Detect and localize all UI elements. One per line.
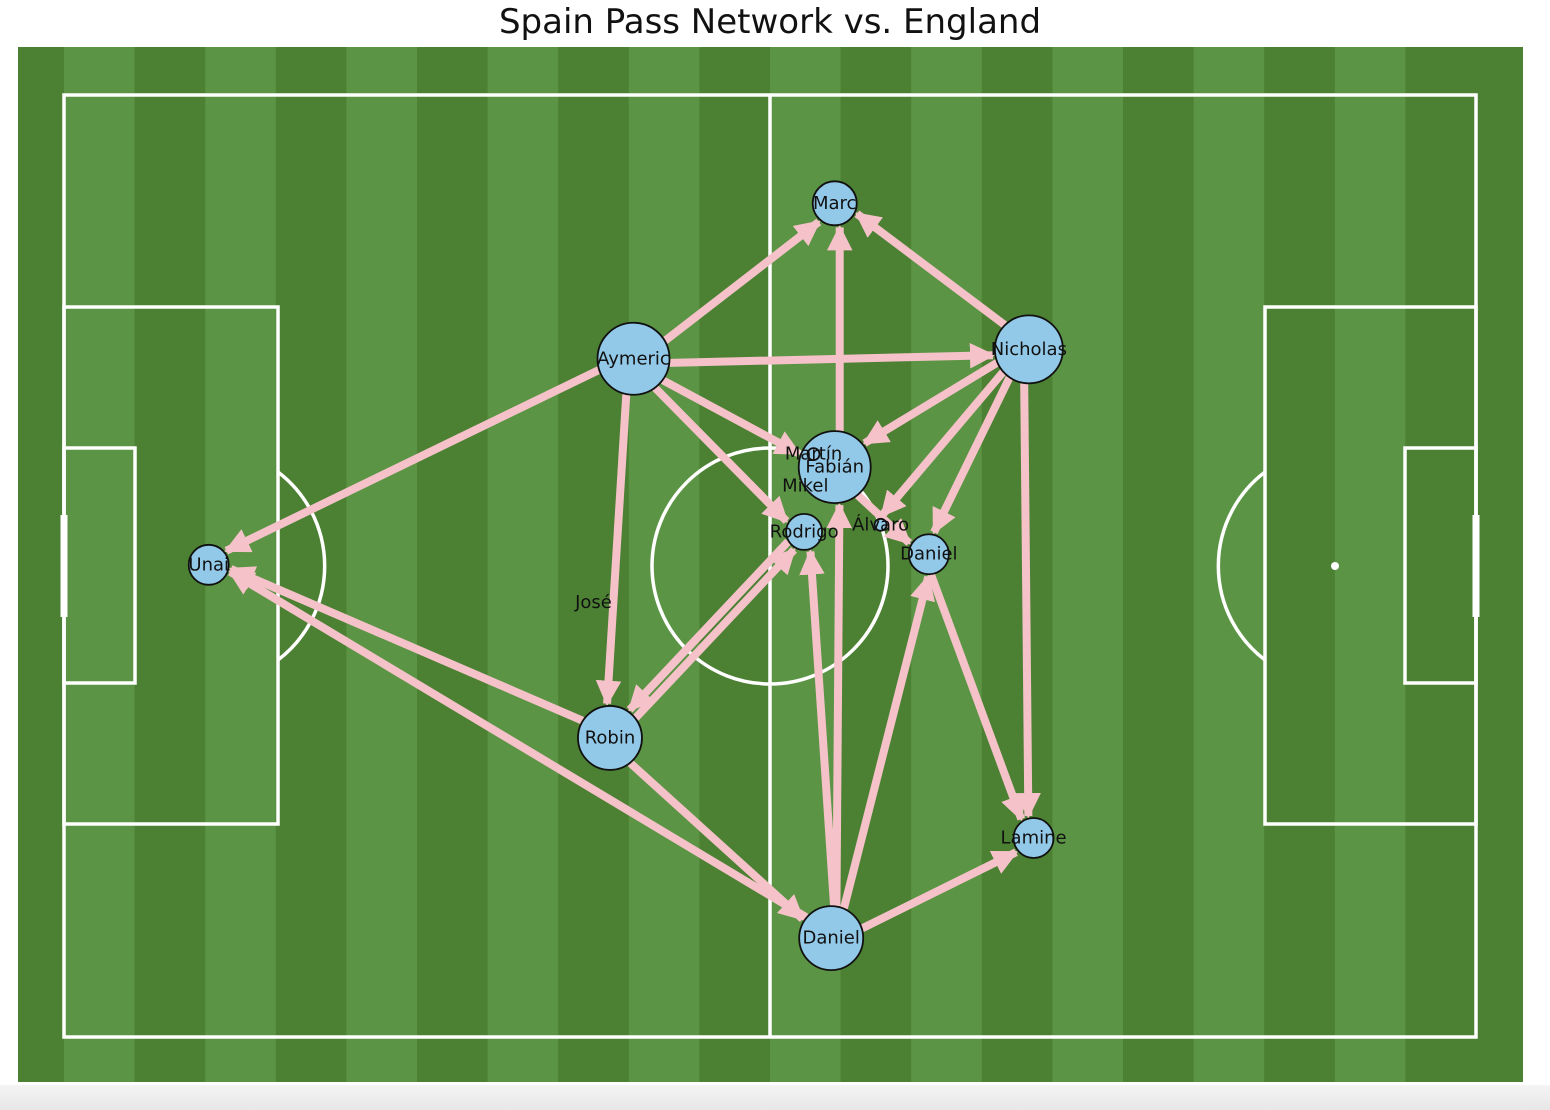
player-node-rodrigo	[785, 512, 824, 551]
window-bottom-edge	[0, 1085, 1550, 1110]
player-node-marc	[811, 180, 858, 227]
pass-arrow-nicholas-to-lamine	[1015, 383, 1041, 819]
grass-stripe	[1334, 47, 1406, 1082]
grass-stripe	[346, 47, 417, 1082]
player-node-alvaro	[873, 517, 888, 532]
left-penalty-arc	[276, 470, 327, 662]
pass-arrow-nicholas-to-daniel_mid	[930, 375, 1014, 535]
player-label-aymeric: Aymeric	[597, 348, 670, 369]
grass-stripe	[1193, 47, 1265, 1082]
player-label-daniel_back: Daniel	[802, 928, 859, 949]
player-label-unai: Unai	[188, 554, 229, 575]
right-penalty-arc	[1216, 470, 1267, 662]
pass-arrow-daniel_back-to-daniel_mid	[840, 574, 935, 910]
player-label-jose: José	[574, 592, 612, 613]
player-nodes	[187, 180, 1064, 971]
pass-arrow-daniel_mid-to-lamine	[927, 573, 1026, 822]
pass-arrow-robin-to-rodrigo	[632, 547, 797, 721]
pass-arrow-daniel_back-to-lamine	[860, 848, 1019, 932]
grass-stripe	[628, 47, 700, 1082]
player-label-rodrigo: Rodrigo	[770, 521, 839, 542]
pass-arrow-aymeric-to-fabian	[660, 376, 802, 458]
pass-arrow-daniel_back-to-fabian	[826, 502, 853, 907]
player-node-nicholas	[993, 314, 1064, 385]
player-node-daniel_back	[798, 905, 865, 971]
grass-stripe	[1052, 47, 1123, 1082]
player-label-fabian: Fabián	[805, 457, 864, 478]
pass-arrow-aymeric-to-rodrigo	[652, 385, 790, 524]
pass-arrow-rodrigo-to-robin	[626, 538, 792, 713]
player-label-martin: Martín	[785, 444, 842, 465]
player-node-martin	[806, 447, 821, 462]
player-label-mikel: Mikel	[782, 475, 828, 496]
pass-arrow-robin-to-daniel_back	[627, 760, 806, 922]
grass-stripe	[64, 47, 135, 1082]
pass-arrow-daniel_back-to-rodrigo	[799, 548, 839, 907]
pass-edges	[224, 210, 1041, 932]
player-node-unai	[187, 543, 230, 586]
right-penalty-spot	[1331, 562, 1339, 570]
player-label-nicholas: Nicholas	[991, 339, 1067, 360]
player-node-daniel_mid	[907, 533, 950, 576]
center-circle	[650, 446, 890, 686]
player-label-daniel_mid: Daniel	[900, 544, 957, 565]
pass-arrow-aymeric-to-nicholas	[669, 342, 996, 369]
player-node-lamine	[1012, 817, 1055, 859]
pass-arrow-nicholas-to-fabian	[862, 359, 1000, 447]
grass-stripe	[487, 47, 559, 1082]
pass-arrow-aymeric-to-robin	[595, 394, 631, 707]
chart-title: Spain Pass Network vs. England	[498, 2, 1042, 42]
player-node-robin	[577, 705, 643, 771]
pass-arrow-aymeric-to-marc	[662, 218, 822, 344]
player-label-lamine: Lamine	[1001, 828, 1067, 849]
pass-arrow-nicholas-to-marc	[854, 210, 1008, 329]
player-labels: Unai Aymeric Robin Marc Nicholas FabiánMartín…	[188, 193, 1067, 949]
pass-arrow-aymeric-to-unai	[224, 366, 601, 555]
player-node-aymeric	[596, 321, 671, 396]
pass-arrow-robin-to-unai	[228, 565, 585, 725]
pass-arrow-nicholas-to-alvaro	[878, 369, 1007, 519]
player-label-robin: Robin	[585, 727, 636, 748]
player-label-alvaro: Álvaro	[852, 513, 909, 535]
player-label-marc: Marc	[813, 193, 856, 214]
pass-arrow-daniel_back-to-unai	[227, 568, 809, 921]
